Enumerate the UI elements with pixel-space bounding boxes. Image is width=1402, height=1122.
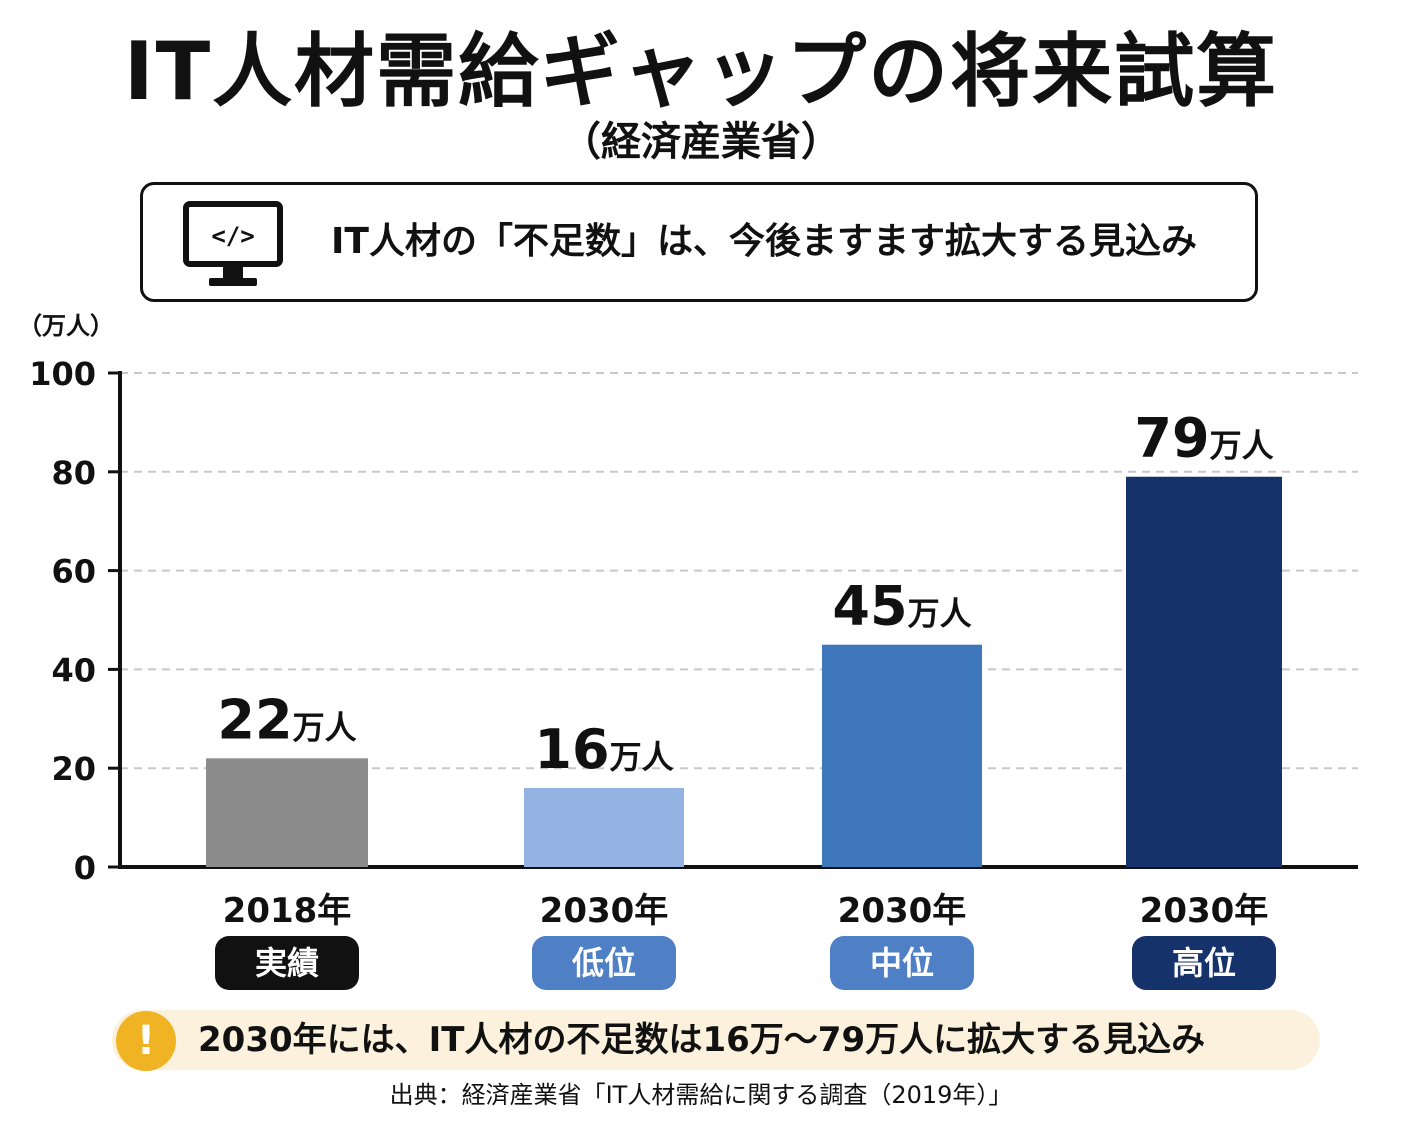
y-tick-label: 0 — [74, 849, 96, 887]
page-title: IT人材需給ギャップの将来試算 — [123, 25, 1279, 118]
bar — [524, 787, 684, 867]
x-category-label: 2018年 — [223, 891, 352, 931]
bar — [1126, 476, 1282, 867]
source-citation: 出典：経済産業省「IT人材需給に関する調査（2019年）」 — [389, 1081, 1013, 1109]
x-category-label: 2030年 — [1140, 891, 1269, 931]
bar-value-unit: 万人 — [610, 738, 674, 776]
bar-value-number: 16 — [534, 718, 609, 781]
note-text: 2030年には、IT人材の不足数は16万〜79万人に拡大する見込み — [198, 1020, 1206, 1060]
scenario-badge — [532, 936, 676, 990]
scenario-badge — [215, 936, 359, 990]
bar-value-number: 79 — [1134, 407, 1209, 470]
y-tick-label: 80 — [51, 454, 96, 492]
bar-value-label: 16万人 — [534, 718, 673, 781]
exclamation-icon: ! — [116, 1011, 176, 1071]
bar-value-unit: 万人 — [908, 595, 972, 633]
bar-value-number: 22 — [217, 688, 292, 751]
scenario-badge-label: 低位 — [572, 944, 636, 982]
bar-value-number: 45 — [832, 575, 907, 638]
bar-value-unit: 万人 — [293, 708, 357, 746]
bar-value-label: 45万人 — [832, 575, 971, 638]
note-banner — [112, 1010, 1320, 1070]
callout-box: </> IT人材の「不足数」は、今後ますます拡大する見込み — [140, 182, 1258, 302]
scenario-badge-label: 実績 — [255, 944, 319, 982]
bar-value-label: 22万人 — [217, 688, 356, 751]
callout-text: IT人材の「不足数」は、今後ますます拡大する見込み — [331, 221, 1197, 262]
scenario-badge-label: 中位 — [870, 944, 934, 982]
bar — [206, 758, 368, 867]
monitor-code-icon: </> — [183, 201, 283, 286]
x-category-label: 2030年 — [838, 891, 967, 931]
y-tick-label: 60 — [51, 553, 96, 591]
bar-value-label: 79万人 — [1134, 407, 1273, 470]
bar-chart: 02040608010022万人2018年実績16万人2030年低位45万人20… — [29, 355, 1358, 990]
y-tick-label: 20 — [51, 750, 96, 788]
scenario-badge — [1132, 936, 1276, 990]
x-category-label: 2030年 — [540, 891, 669, 931]
y-tick-label: 40 — [51, 651, 96, 689]
scenario-badge-label: 高位 — [1172, 944, 1236, 982]
monitor-code-glyph: </> — [211, 222, 254, 250]
bar — [822, 644, 982, 867]
scenario-badge — [830, 936, 974, 990]
y-tick-label: 100 — [29, 355, 96, 393]
y-axis-unit-label: （万人） — [18, 312, 114, 340]
page-subtitle: （経済産業省） — [561, 119, 841, 165]
bar-value-unit: 万人 — [1210, 427, 1274, 465]
